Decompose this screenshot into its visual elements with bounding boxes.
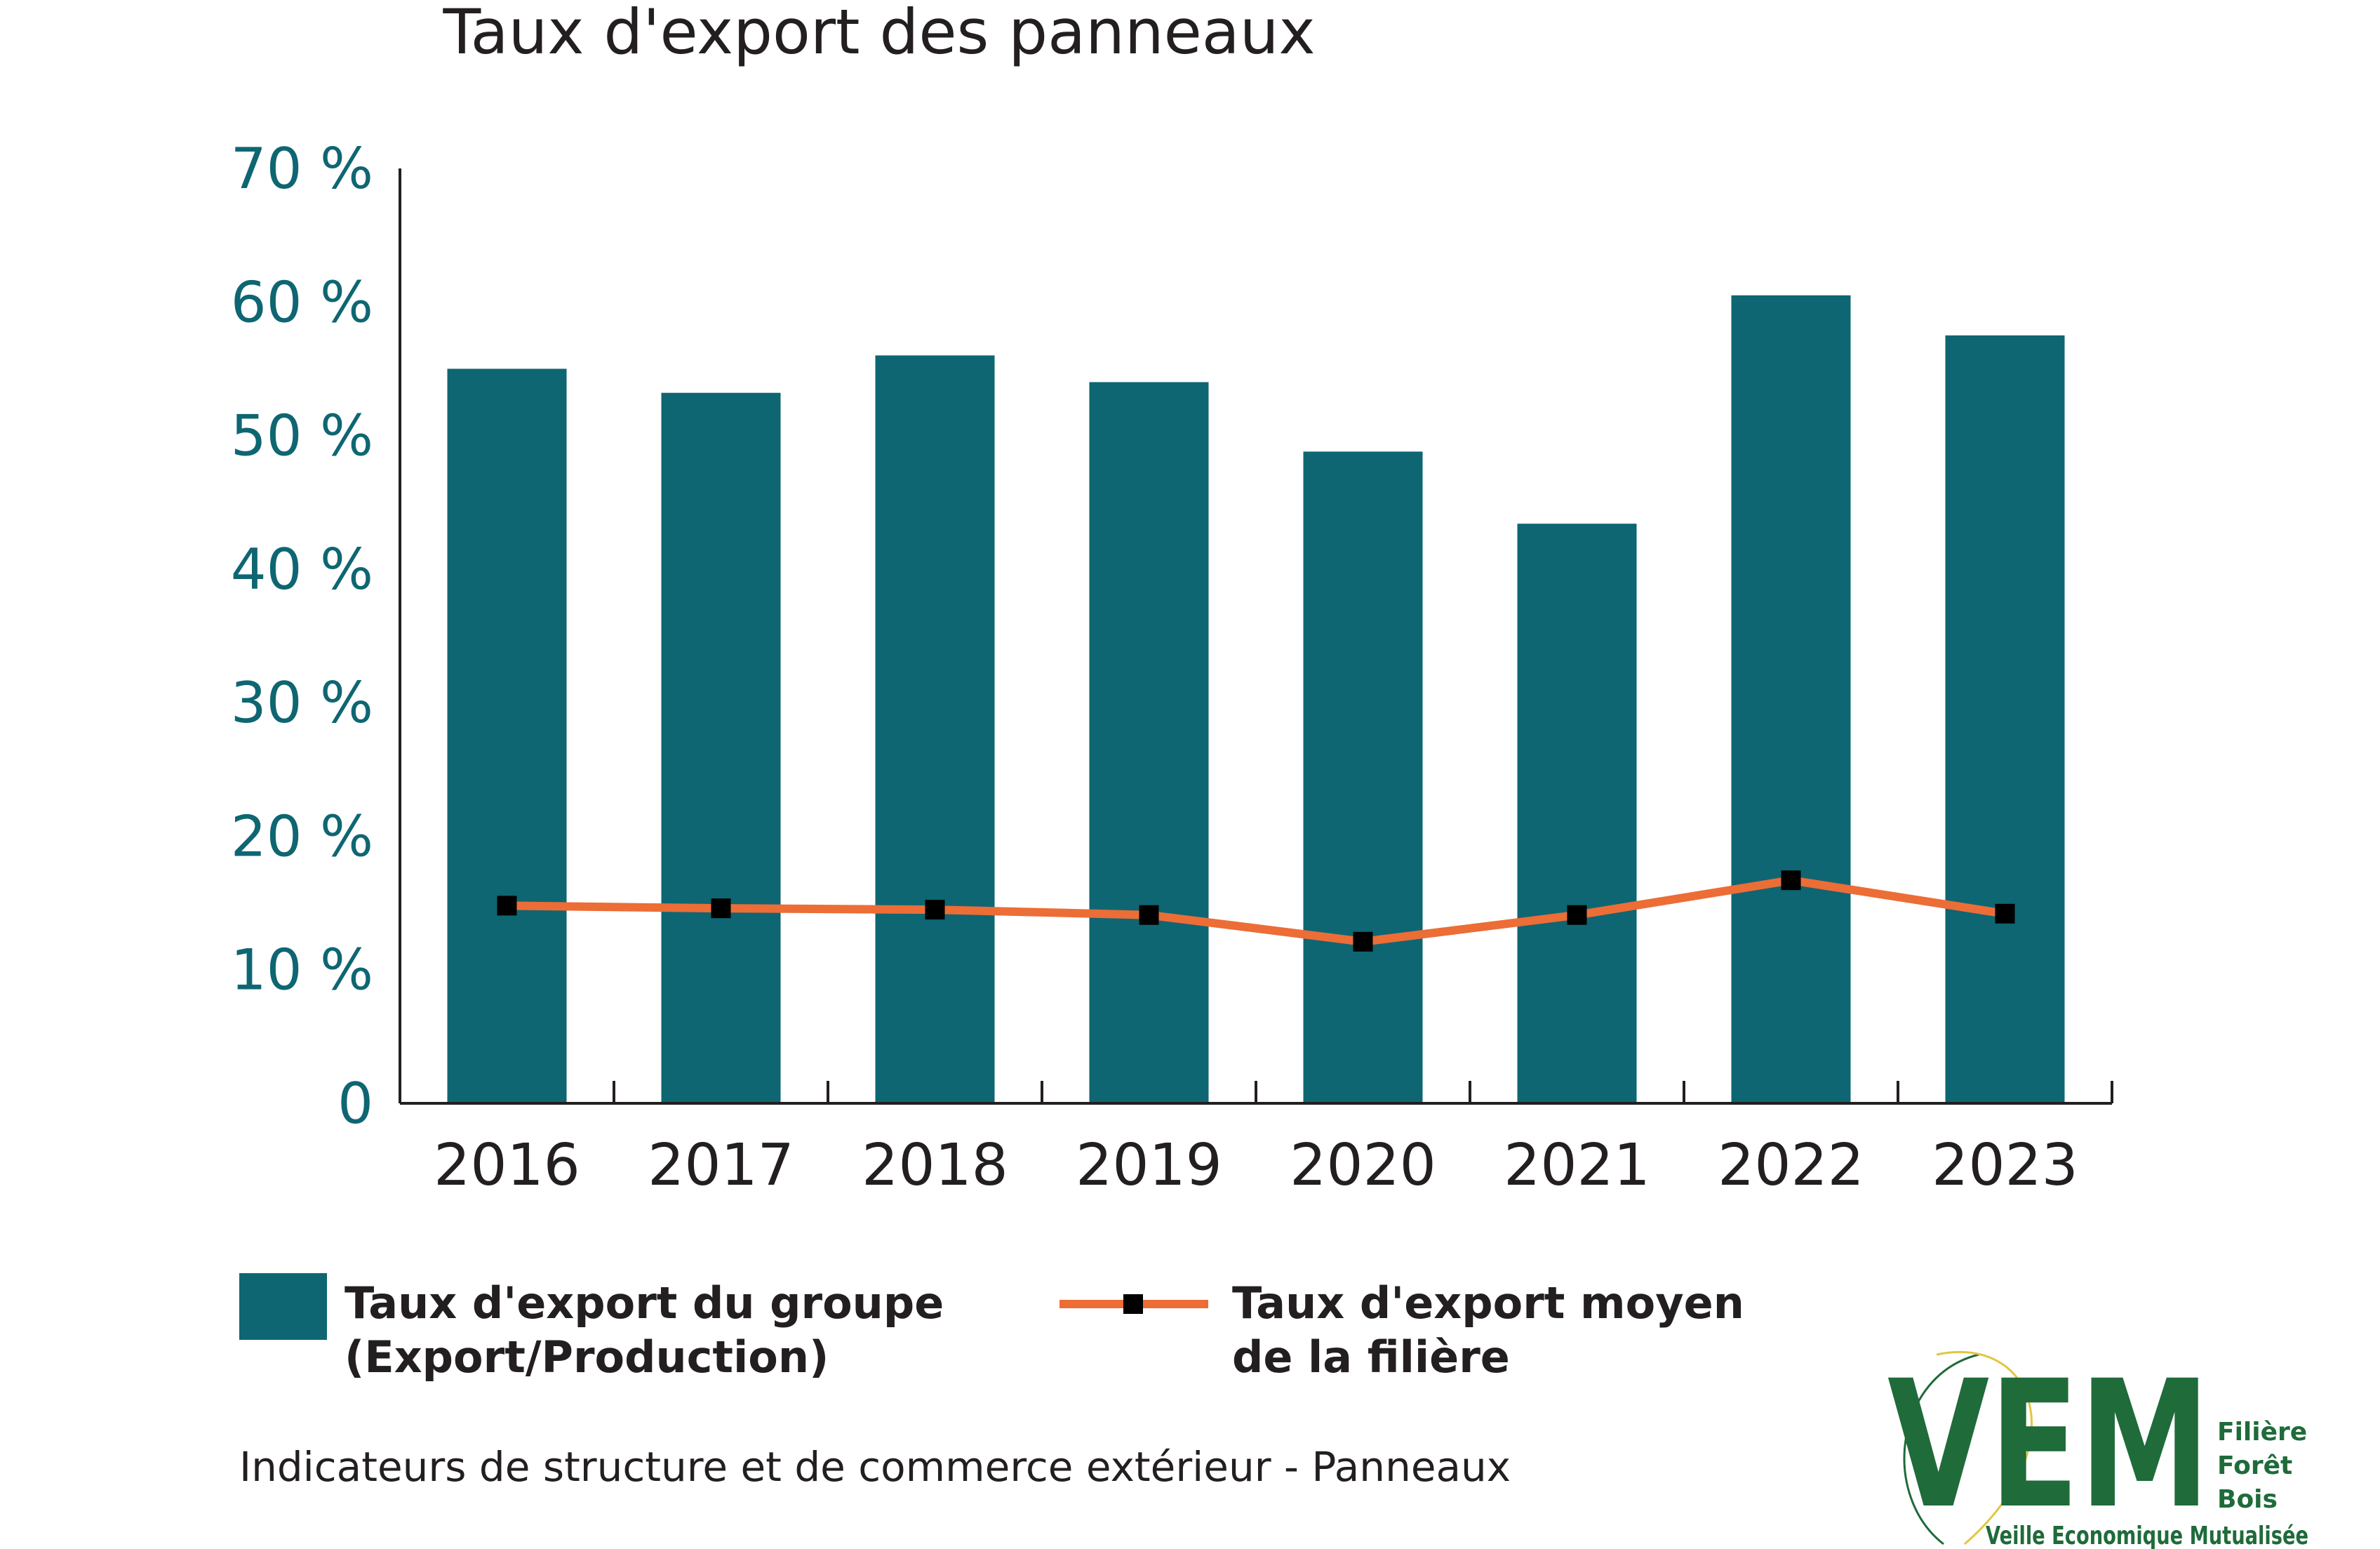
bar-series — [447, 295, 2065, 1103]
line-point-2020 — [1353, 931, 1373, 952]
bar-2018 — [875, 355, 995, 1103]
x-tick-label: 2020 — [1290, 1132, 1436, 1199]
x-tick-label: 2017 — [648, 1132, 794, 1199]
line-point-2022 — [1781, 870, 1801, 891]
y-tick-label: 20 % — [231, 804, 373, 869]
vem-logo: VEM Filière Forêt Bois Veille Economique… — [1887, 1343, 2308, 1549]
axes — [399, 168, 2113, 1105]
x-tick-label: 2016 — [434, 1132, 580, 1199]
logo-line3: Bois — [2217, 1485, 2278, 1514]
y-tick-label: 50 % — [231, 404, 373, 469]
line-point-2017 — [711, 898, 731, 919]
line-point-2021 — [1567, 905, 1587, 925]
logo-letters: VEM — [1887, 1343, 2210, 1547]
bar-2017 — [661, 392, 781, 1103]
x-axis-ticks: 2016 2017 2018 2019 2020 2021 2022 2023 — [434, 1132, 2078, 1199]
bar-2022 — [1731, 295, 1851, 1103]
chart-title: Taux d'export des panneaux — [442, 0, 1315, 68]
logo-subtitle: Veille Economique Mutualisée — [1986, 1522, 2308, 1549]
line-point-2016 — [497, 896, 517, 916]
y-tick-label: 10 % — [231, 938, 373, 1003]
y-tick-label: 40 % — [231, 537, 373, 602]
y-tick-label: 70 % — [231, 136, 373, 201]
bar-2021 — [1517, 524, 1637, 1103]
legend-bar-label-line2: (Export/Production) — [345, 1331, 829, 1383]
y-tick-label: 60 % — [231, 270, 373, 335]
y-tick-label: 30 % — [231, 670, 373, 736]
line-series — [497, 870, 2015, 952]
line-point-2023 — [1995, 903, 2015, 924]
line-point-2018 — [925, 900, 945, 920]
line-path — [507, 876, 2006, 946]
y-tick-label: 0 — [337, 1071, 373, 1136]
bar-2023 — [1945, 335, 2065, 1103]
bar-2016 — [447, 368, 567, 1103]
x-tick-label: 2018 — [862, 1132, 1008, 1199]
x-tick-label: 2023 — [1932, 1132, 2078, 1199]
bar-2020 — [1303, 451, 1423, 1103]
x-tick-label: 2022 — [1718, 1132, 1864, 1199]
x-tick-label: 2021 — [1504, 1132, 1650, 1199]
logo-swoosh-green — [1903, 1353, 1979, 1545]
legend-line-label-line2: de la filière — [1232, 1331, 1510, 1383]
logo-swoosh-yellow — [1936, 1350, 2033, 1545]
legend-line-label-line1: Taux d'export moyen — [1232, 1277, 1744, 1329]
legend-bar-swatch — [239, 1273, 327, 1340]
logo-line2: Forêt — [2217, 1451, 2292, 1480]
logo-line1: Filière — [2217, 1418, 2307, 1447]
line-point-2019 — [1139, 905, 1159, 925]
legend-bar-label-line1: Taux d'export du groupe — [345, 1277, 944, 1329]
bar-2019 — [1089, 382, 1209, 1103]
caption: Indicateurs de structure et de commerce … — [239, 1443, 1511, 1491]
legend-line-marker — [1123, 1294, 1143, 1314]
x-tick-label: 2019 — [1076, 1132, 1222, 1199]
y-axis-ticks: 0 10 % 20 % 30 % 40 % 50 % 60 % 70 % — [231, 136, 373, 1136]
